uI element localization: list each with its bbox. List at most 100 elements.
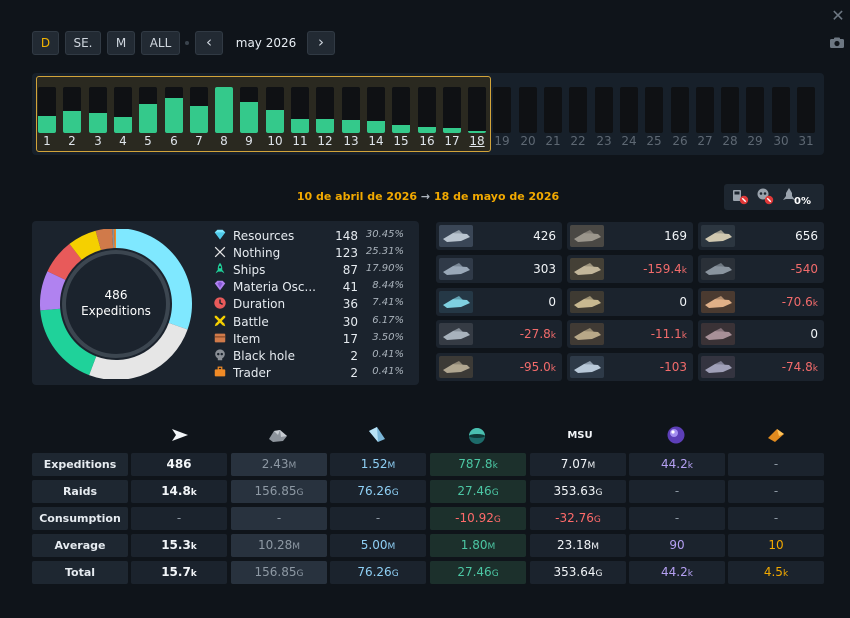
day-bar-25[interactable]	[645, 87, 663, 133]
day-label[interactable]: 28	[722, 134, 738, 148]
donut-slice-resources[interactable]	[116, 229, 192, 330]
next-month-button[interactable]: ›	[307, 31, 335, 55]
day-label[interactable]: 25	[646, 134, 662, 148]
day-bar-23[interactable]	[595, 87, 613, 133]
day-bar-29[interactable]	[746, 87, 764, 133]
day-label[interactable]: 2	[68, 134, 76, 148]
legend-row-item[interactable]: Item 17 3.50%	[212, 331, 408, 348]
day-label[interactable]: 8	[220, 134, 228, 148]
day-bar-27[interactable]	[696, 87, 714, 133]
day-label[interactable]: 15	[393, 134, 409, 148]
day-bar-1[interactable]	[38, 87, 56, 133]
day-filter-button[interactable]: D	[32, 31, 59, 55]
ship-cell[interactable]: 169	[567, 222, 693, 250]
day-label[interactable]: 24	[621, 134, 637, 148]
donut-slice-duration[interactable]	[47, 243, 82, 280]
day-label[interactable]: 20	[520, 134, 536, 148]
day-bar-11[interactable]	[291, 87, 309, 133]
all-filter-button[interactable]: ALL	[141, 31, 180, 55]
legend-row-ships[interactable]: Ships 87 17.90%	[212, 262, 408, 279]
day-bar-8[interactable]	[215, 87, 233, 133]
skull-disabled-icon[interactable]	[756, 187, 774, 205]
day-bar-21[interactable]	[544, 87, 562, 133]
day-label[interactable]: 22	[570, 134, 586, 148]
day-bar-3[interactable]	[89, 87, 107, 133]
day-bar-22[interactable]	[569, 87, 587, 133]
day-bar-2[interactable]	[63, 87, 81, 133]
day-label[interactable]: 6	[170, 134, 178, 148]
day-bar-10[interactable]	[266, 87, 284, 133]
day-bar-19[interactable]	[493, 87, 511, 133]
day-label[interactable]: 23	[596, 134, 612, 148]
day-bar-24[interactable]	[620, 87, 638, 133]
day-label[interactable]: 29	[747, 134, 763, 148]
day-bar-14[interactable]	[367, 87, 385, 133]
day-label[interactable]: 11	[292, 134, 308, 148]
ship-cell[interactable]: -95.0k	[436, 353, 562, 382]
day-label[interactable]: 18	[469, 134, 485, 148]
legend-row-battle[interactable]: Battle 30 6.17%	[212, 314, 408, 331]
ship-cell[interactable]: -27.8k	[436, 320, 562, 349]
day-bar-18[interactable]	[468, 87, 486, 133]
day-label[interactable]: 30	[773, 134, 789, 148]
day-bar-13[interactable]	[342, 87, 360, 133]
day-label[interactable]: 5	[144, 134, 152, 148]
prev-month-button[interactable]: ‹	[195, 31, 223, 55]
fuel-disabled-icon[interactable]	[731, 187, 749, 205]
legend-row-duration[interactable]: Duration 36 7.41%	[212, 296, 408, 313]
ship-cell[interactable]: -70.6k	[698, 287, 824, 316]
donut-slice-trader[interactable]	[114, 229, 116, 249]
day-label[interactable]: 17	[444, 134, 460, 148]
day-bar-16[interactable]	[418, 87, 436, 133]
legend-row-trader[interactable]: Trader 2 0.41%	[212, 365, 408, 382]
donut-slice-materia-osc-[interactable]	[40, 271, 66, 311]
day-label[interactable]: 7	[195, 134, 203, 148]
day-label[interactable]: 19	[494, 134, 510, 148]
week-filter-button[interactable]: SE.	[65, 31, 101, 55]
day-bar-17[interactable]	[443, 87, 461, 133]
ship-cell[interactable]: 0	[698, 320, 824, 349]
donut-slice-item[interactable]	[95, 229, 114, 251]
day-bar-31[interactable]	[797, 87, 815, 133]
donut-slice-black-hole[interactable]	[112, 229, 115, 249]
ship-cell[interactable]: -74.8k	[698, 353, 824, 382]
day-bar-30[interactable]	[772, 87, 790, 133]
ship-cell[interactable]: -159.4k	[567, 254, 693, 283]
ship-cell[interactable]: -103	[567, 353, 693, 382]
day-label[interactable]: 1	[43, 134, 51, 148]
day-label[interactable]: 4	[119, 134, 127, 148]
day-label[interactable]: 3	[94, 134, 102, 148]
ship-cell[interactable]: 0	[436, 287, 562, 316]
legend-row-nothing[interactable]: Nothing 123 25.31%	[212, 245, 408, 262]
camera-icon[interactable]	[829, 37, 845, 49]
day-bar-5[interactable]	[139, 87, 157, 133]
ship-cell[interactable]: 426	[436, 222, 562, 250]
legend-row-black-hole[interactable]: Black hole 2 0.41%	[212, 348, 408, 365]
day-label[interactable]: 10	[267, 134, 283, 148]
day-label[interactable]: 26	[672, 134, 688, 148]
day-bar-20[interactable]	[519, 87, 537, 133]
day-label[interactable]: 14	[368, 134, 384, 148]
day-bar-9[interactable]	[240, 87, 258, 133]
day-label[interactable]: 13	[343, 134, 359, 148]
day-bar-28[interactable]	[721, 87, 739, 133]
day-label[interactable]: 9	[245, 134, 253, 148]
legend-row-materia-osc-[interactable]: Materia Osc... 41 8.44%	[212, 279, 408, 296]
ship-cell[interactable]: 656	[698, 222, 824, 250]
donut-slice-battle[interactable]	[69, 230, 101, 260]
ship-cell[interactable]: -11.1k	[567, 320, 693, 349]
ship-cell[interactable]: 303	[436, 254, 562, 283]
day-bar-7[interactable]	[190, 87, 208, 133]
day-label[interactable]: 12	[317, 134, 333, 148]
day-bar-12[interactable]	[316, 87, 334, 133]
day-bar-6[interactable]	[165, 87, 183, 133]
ship-cell[interactable]: 0	[567, 287, 693, 316]
donut-slice-ships[interactable]	[40, 308, 97, 376]
day-label[interactable]: 16	[419, 134, 435, 148]
day-bar-15[interactable]	[392, 87, 410, 133]
day-label[interactable]: 27	[697, 134, 713, 148]
close-icon[interactable]: ✕	[831, 6, 845, 25]
legend-row-resources[interactable]: Resources 148 30.45%	[212, 228, 408, 245]
month-filter-button[interactable]: M	[107, 31, 135, 55]
day-label[interactable]: 31	[798, 134, 814, 148]
